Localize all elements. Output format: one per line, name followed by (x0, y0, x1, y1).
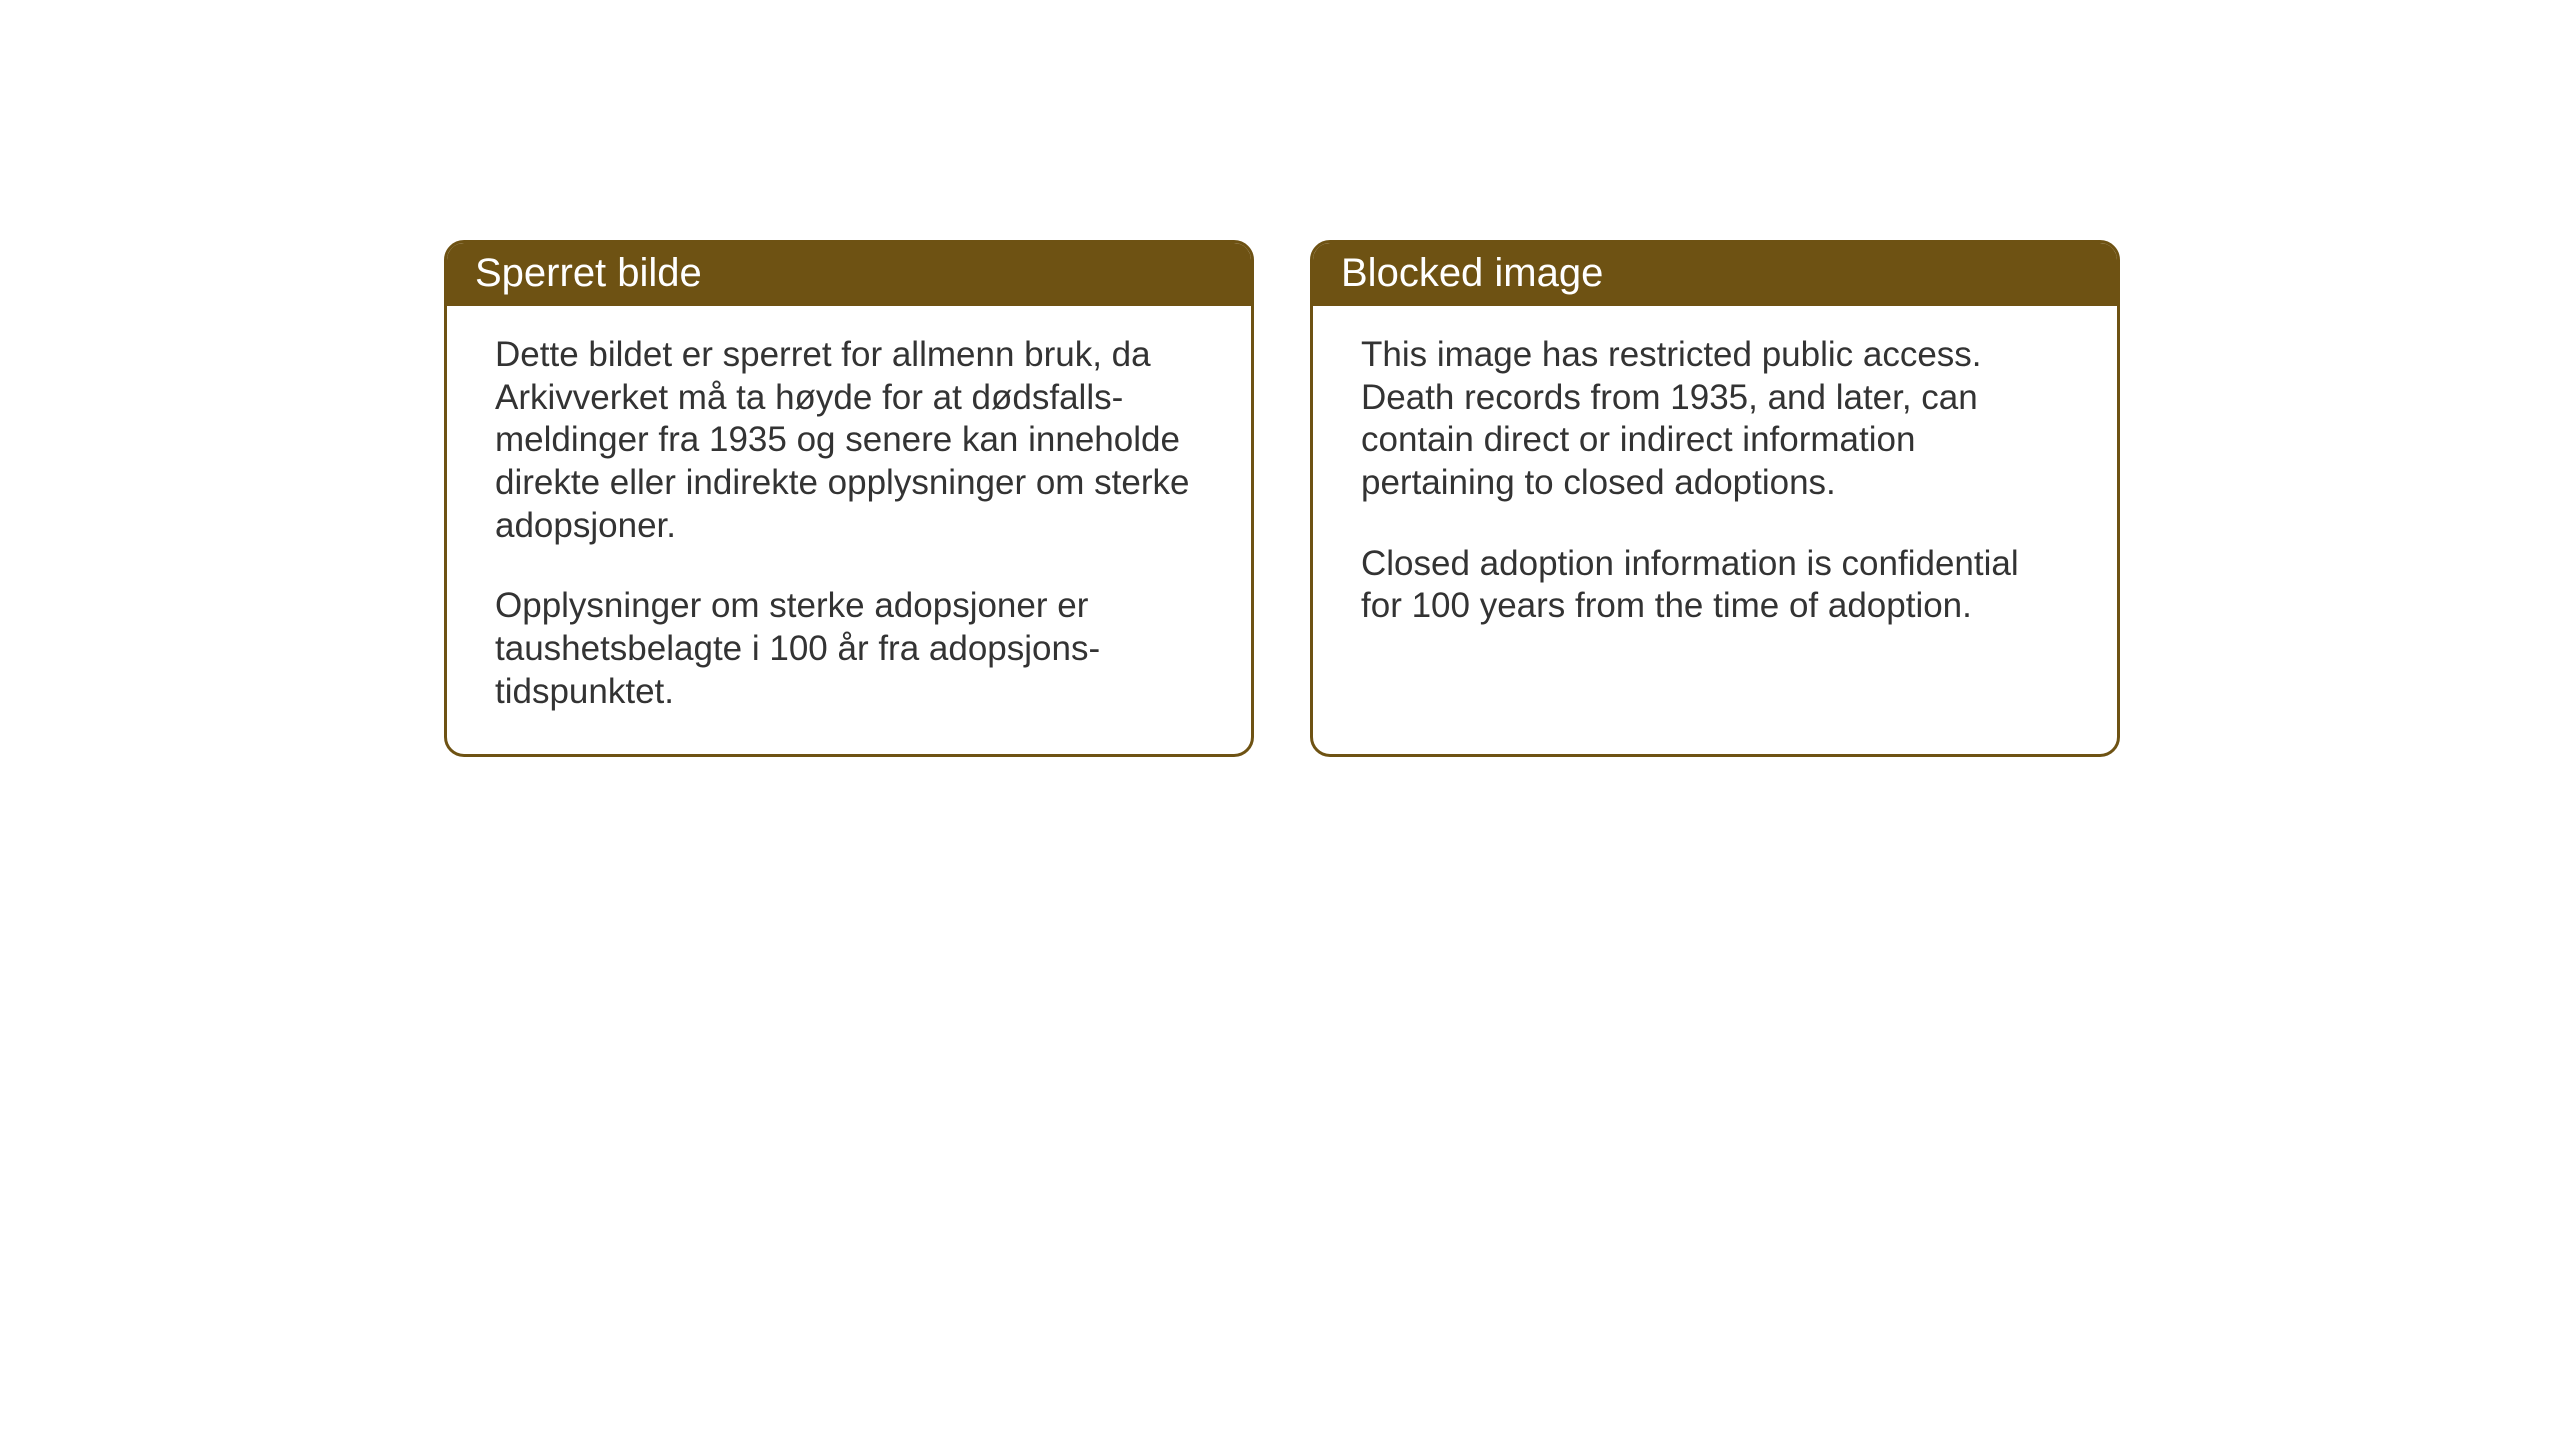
card-paragraph-1-english: This image has restricted public access.… (1361, 334, 2069, 505)
card-body-norwegian: Dette bildet er sperret for allmenn bruk… (447, 306, 1251, 754)
card-norwegian: Sperret bilde Dette bildet er sperret fo… (444, 240, 1254, 757)
card-title-norwegian: Sperret bilde (475, 251, 702, 295)
card-paragraph-2-english: Closed adoption information is confident… (1361, 543, 2069, 628)
card-english: Blocked image This image has restricted … (1310, 240, 2120, 757)
cards-container: Sperret bilde Dette bildet er sperret fo… (444, 240, 2120, 757)
card-header-norwegian: Sperret bilde (447, 243, 1251, 306)
card-header-english: Blocked image (1313, 243, 2117, 306)
card-paragraph-1-norwegian: Dette bildet er sperret for allmenn bruk… (495, 334, 1203, 547)
card-title-english: Blocked image (1341, 251, 1603, 295)
card-body-english: This image has restricted public access.… (1313, 306, 2117, 728)
card-paragraph-2-norwegian: Opplysninger om sterke adopsjoner er tau… (495, 585, 1203, 713)
